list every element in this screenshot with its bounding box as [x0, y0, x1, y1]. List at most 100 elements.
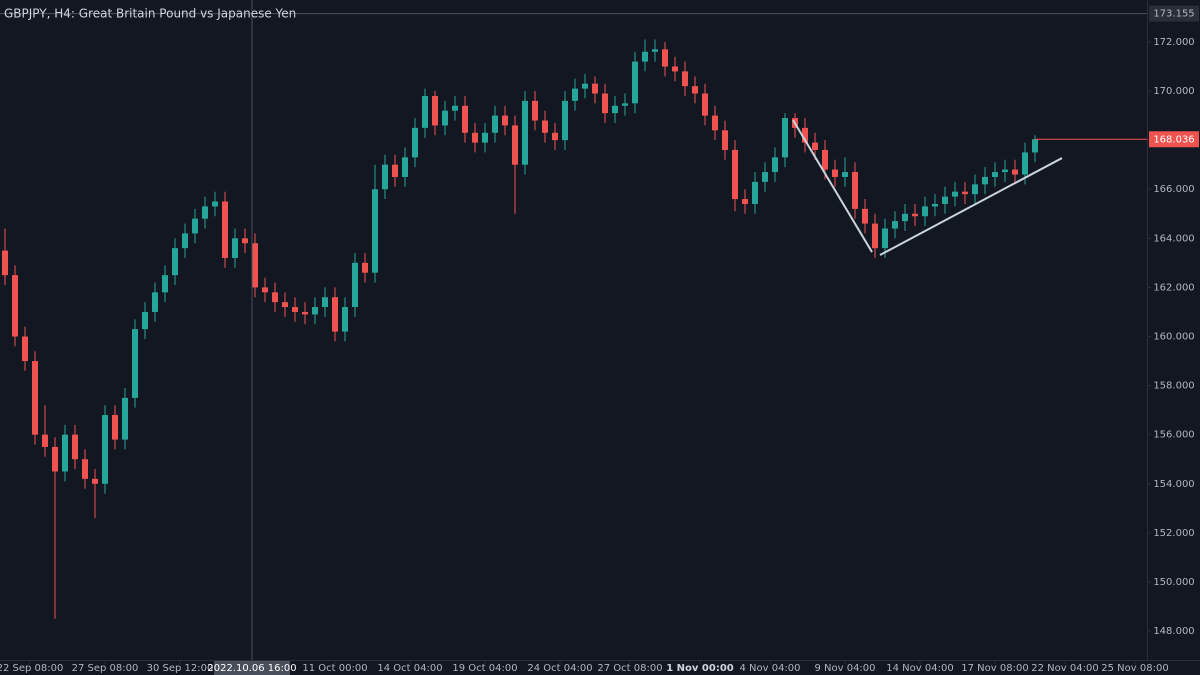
candle-body [32, 361, 38, 435]
candle-body [412, 127, 418, 158]
crosshair-y-badge [1149, 5, 1199, 22]
candle-body [212, 201, 218, 207]
candle-body [772, 157, 778, 173]
y-tick-label: 154.000 [1153, 479, 1194, 490]
candle-body [572, 88, 578, 101]
candle-body [512, 125, 518, 165]
candle-body [272, 292, 278, 303]
y-tick-label: 152.000 [1153, 528, 1194, 539]
candle-body [252, 243, 258, 288]
candle-body [922, 206, 928, 217]
candle-body [362, 262, 368, 273]
candle-body [392, 164, 398, 177]
candle-body [1022, 152, 1028, 175]
candle-body [522, 100, 528, 165]
candle-body [222, 201, 228, 258]
candle-body [532, 100, 538, 121]
candle-body [102, 415, 108, 484]
y-tick-label: 170.000 [1153, 86, 1194, 97]
candle-body [162, 275, 168, 293]
candle-body [1032, 139, 1038, 153]
candle-body [322, 297, 328, 308]
x-tick-label: 17 Nov 08:00 [961, 663, 1028, 674]
candle-body [192, 218, 198, 234]
plot [2, 39, 1038, 619]
candle-body [892, 221, 898, 229]
candle-body [352, 262, 358, 308]
candle-body [782, 118, 788, 158]
y-tick-label: 162.000 [1153, 282, 1194, 293]
candle-body [142, 311, 148, 330]
candle-body [762, 172, 768, 182]
candle-body [72, 434, 78, 460]
x-tick-label: 30 Sep 12:00 [147, 663, 214, 674]
y-tick-label: 172.000 [1153, 37, 1194, 48]
candle-body [312, 307, 318, 315]
candle-body [602, 93, 608, 114]
last-price-label: 168.036 [1153, 134, 1194, 145]
candle-body [52, 446, 58, 472]
candle-body [432, 95, 438, 126]
candle-body [232, 238, 238, 258]
x-tick-label: 27 Oct 08:00 [597, 663, 662, 674]
candle-body [932, 203, 938, 207]
candle-body [442, 110, 448, 126]
candle-body [132, 329, 138, 398]
candle-body [852, 172, 858, 209]
candle-body [692, 86, 698, 94]
y-tick-label: 150.000 [1153, 577, 1194, 588]
candle-body [722, 130, 728, 150]
candle-body [882, 228, 888, 249]
candle-body [112, 415, 118, 440]
candle-body [292, 307, 298, 312]
candle-body [332, 297, 338, 332]
candle-body [702, 93, 708, 116]
candle-body [682, 71, 688, 87]
candle-body [382, 164, 388, 190]
candle-body [652, 49, 658, 52]
x-tick-label: 19 Oct 04:00 [452, 663, 517, 674]
y-tick-label: 160.000 [1153, 332, 1194, 343]
y-tick-label: 166.000 [1153, 184, 1194, 195]
candle-body [92, 478, 98, 484]
candle-body [482, 132, 488, 143]
x-tick-label: 9 Nov 04:00 [814, 663, 875, 674]
candle-body [802, 127, 808, 143]
candle-body [862, 208, 868, 224]
x-tick-label: 11 Oct 00:00 [302, 663, 367, 674]
candle-body [592, 83, 598, 94]
candle-body [502, 115, 508, 126]
candle-body [62, 434, 68, 472]
candle-body [302, 311, 308, 315]
candle-body [742, 199, 748, 204]
candle-body [612, 105, 618, 114]
x-tick-label: 22 Nov 04:00 [1031, 663, 1098, 674]
candle-body [172, 248, 178, 276]
candle-body [282, 302, 288, 308]
candle-body [992, 172, 998, 177]
trend-line [879, 157, 1063, 256]
candle-body [642, 51, 648, 62]
candle-body [42, 434, 48, 447]
candle-body [342, 307, 348, 332]
x-tick-label: 4 Nov 04:00 [739, 663, 800, 674]
candle-body [552, 132, 558, 141]
trend-line [792, 119, 873, 253]
x-tick-label: 24 Oct 04:00 [527, 663, 592, 674]
candle-body [12, 275, 18, 337]
candle-body [972, 184, 978, 195]
candle-body [902, 213, 908, 222]
candle-body [842, 172, 848, 177]
candle-body [262, 287, 268, 293]
crosshair-x-badge [214, 661, 290, 675]
x-tick-label: 14 Nov 04:00 [886, 663, 953, 674]
candle-body [1002, 169, 1008, 173]
y-tick-label: 158.000 [1153, 381, 1194, 392]
y-tick-label: 148.000 [1153, 626, 1194, 637]
candle-body [632, 61, 638, 104]
candle-body [22, 336, 28, 362]
candle-body [452, 105, 458, 111]
x-tick-label: 22 Sep 08:00 [0, 663, 63, 674]
candle-body [422, 95, 428, 128]
